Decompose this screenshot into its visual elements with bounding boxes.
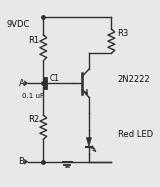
Text: R1: R1 xyxy=(28,36,39,45)
Text: Red LED: Red LED xyxy=(118,130,153,139)
Polygon shape xyxy=(24,81,28,86)
Text: R3: R3 xyxy=(118,29,129,38)
Text: C1: C1 xyxy=(49,74,60,83)
Polygon shape xyxy=(86,138,91,147)
Text: A: A xyxy=(19,79,24,88)
Text: 0.1 uF: 0.1 uF xyxy=(22,93,44,99)
Text: B: B xyxy=(19,157,24,166)
Text: R2: R2 xyxy=(28,115,39,124)
Text: 2N2222: 2N2222 xyxy=(118,75,150,84)
Text: 9VDC: 9VDC xyxy=(6,20,30,29)
Polygon shape xyxy=(24,159,28,164)
